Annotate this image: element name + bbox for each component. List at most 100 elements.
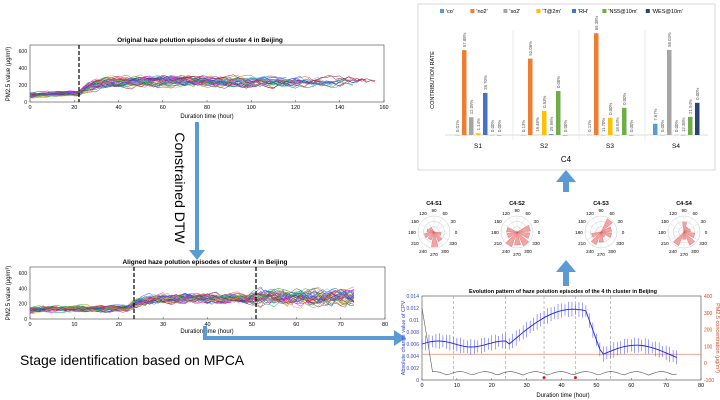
evolution-x-tick-label: 0 [420, 383, 423, 389]
bar-value-label: 0.00% [629, 120, 634, 132]
polar-tick-label: 120 [502, 211, 510, 216]
dtw-arrow: Constrained DTW [172, 122, 205, 260]
evolution-series [421, 296, 701, 380]
panel2-y-tick-label: 0 [24, 317, 27, 323]
evolution-left-tick-label: 0.008 [406, 330, 419, 336]
bar-S1-4 [483, 92, 488, 135]
bar-value-label: 69.38% [594, 15, 599, 30]
bar-S2-1 [528, 58, 533, 135]
polar-wedge [683, 231, 696, 246]
panel2-y-tick-label: 200 [19, 302, 28, 308]
polar-wedge [433, 231, 443, 242]
polar-wedge [516, 231, 530, 247]
panel2-y-tick-label: 400 [19, 286, 28, 292]
contribution-bars: 0.01%57.88%12.09%1.14%28.70%0.00% 0.00%S1… [455, 15, 700, 150]
bar-value-label: 58.03% [667, 32, 672, 47]
legend-swatch [602, 9, 607, 13]
panel1-y-tick-label: 600 [19, 49, 28, 55]
evolution-left-tick-label: 0.002 [406, 366, 419, 372]
panel2-x-tick-label: 10 [71, 322, 77, 328]
polar-tick-label: 270 [430, 252, 438, 257]
contribution-ylabel: CONTRIBUTION RATE [430, 51, 436, 109]
evolution-x-tick-label: 70 [663, 383, 669, 389]
legend-label: 'RH' [578, 9, 588, 15]
polar-tick-label: 60 [442, 211, 448, 216]
change-point-marker [573, 376, 577, 380]
panel1-y-tick-label: 400 [19, 66, 28, 72]
polar-tick-label: 330 [699, 241, 707, 246]
bar-value-label: 18.53% [615, 117, 620, 132]
evolution-ylabel-right: PM2.5 concentration (μg/m³) [714, 303, 720, 373]
polar-spoke [516, 218, 526, 233]
aligned-line [29, 293, 355, 311]
polar-title: C4-S1 [426, 201, 442, 207]
contribution-xlabel: C4 [561, 155, 572, 164]
bar-value-label: 57.88% [462, 32, 467, 47]
dtw-label: Constrained DTW [172, 132, 188, 244]
evolution-x-tick-label: 10 [454, 383, 460, 389]
polar-wedge [682, 231, 686, 240]
polar-tick-label: 180 [658, 230, 666, 235]
panel2-x-tick-label: 60 [293, 322, 299, 328]
episode-line [29, 79, 234, 98]
polar-tick-label: 0 [455, 230, 458, 235]
bar-value-label: 0.00% [497, 120, 502, 132]
polar-tick-label: 90 [598, 208, 604, 213]
legend-swatch [536, 9, 541, 13]
panel1-axes [29, 44, 385, 103]
evolution-x-tick-label: 50 [593, 383, 599, 389]
category-label: S2 [540, 143, 548, 150]
polar-tick-label: 120 [419, 211, 427, 216]
polar-tick-label: 30 [451, 219, 457, 224]
episode-line [29, 78, 287, 97]
to-polar-arrow [556, 260, 576, 286]
polar-spoke [508, 218, 518, 233]
polar-spoke [592, 218, 602, 233]
bar-S3-1 [594, 33, 599, 135]
polar-wedge [427, 231, 435, 241]
polar-wedge [516, 231, 530, 239]
polar-spoke [503, 223, 518, 233]
mpca-label: Stage identification based on MPCA [20, 352, 245, 368]
polar-wedge [429, 226, 435, 233]
panel1-x-tick-label: 20 [71, 105, 77, 111]
category-label: S1 [474, 143, 482, 150]
polar-spoke [433, 218, 443, 233]
panel1-x-tick-label: 80 [204, 105, 210, 111]
evolution-left-tick-label: 0 [416, 378, 419, 384]
bar-S1-2 [469, 117, 474, 135]
bar-value-label: 52.06% [528, 41, 533, 56]
legend-label: 'NS5@10m' [608, 9, 637, 15]
polar-wedge [514, 231, 521, 246]
polar-tick-label: 210 [494, 241, 502, 246]
polar-wedge [600, 231, 606, 238]
polar-tick-label: 210 [411, 241, 419, 246]
bar-value-label: 0.13% [521, 120, 526, 132]
polar-wedge [433, 231, 442, 236]
evolution-x-tick-label: 30 [524, 383, 530, 389]
episode-line [29, 75, 376, 97]
contribution-chart: 'co' 'no2' 'so2' 'T@2m' 'RH' 'NS5@10m' 'WES@10… [417, 3, 716, 171]
polar-tick-label: 120 [669, 211, 677, 216]
bar-S4-2 [667, 49, 672, 136]
polar-wedge [682, 222, 687, 233]
polar-tick-label: 90 [514, 208, 520, 213]
polar-spoke [433, 223, 448, 233]
legend-label: 'so2' [509, 9, 520, 15]
polar-title: C4-S4 [676, 201, 693, 207]
polar-tick-label: 90 [681, 208, 687, 213]
episode-line [29, 75, 318, 98]
evolution-x-tick-label: 20 [489, 383, 495, 389]
polar-wedge [506, 227, 518, 233]
evolution-xlabel: Duration time (hour) [536, 393, 589, 399]
polar-tick-label: 240 [586, 249, 594, 254]
panel2-y-ticks: 0 200 400 600 [19, 271, 28, 323]
bar-value-label: 29.96% [549, 116, 554, 131]
polar-wedge [598, 231, 604, 243]
polar-tick-label: 270 [597, 252, 605, 257]
to-evolution-arrow [203, 326, 406, 346]
polar-spoke [670, 231, 685, 241]
polar-tick-label: 330 [616, 241, 624, 246]
polar-tick-label: 30 [701, 219, 707, 224]
